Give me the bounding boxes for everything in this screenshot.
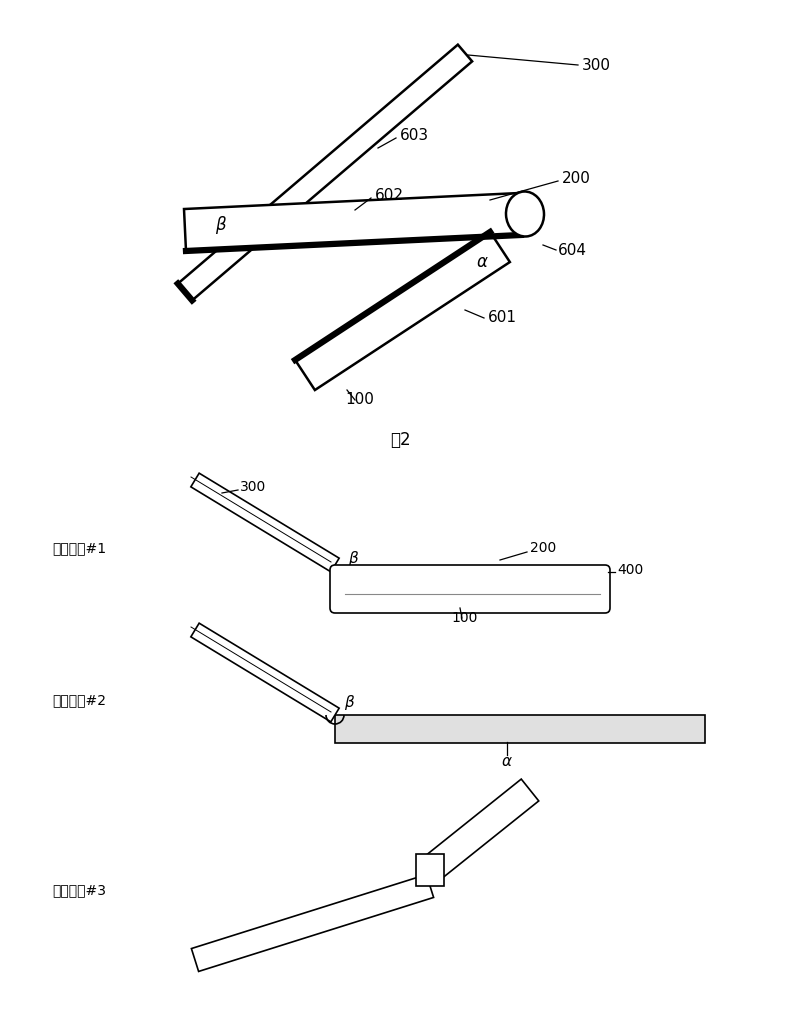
Polygon shape (191, 874, 434, 971)
Text: 603: 603 (400, 128, 429, 143)
Bar (416, 854, 444, 886)
Text: α: α (502, 754, 512, 770)
Text: 200: 200 (562, 170, 591, 186)
Text: 300: 300 (582, 58, 611, 72)
Text: β: β (344, 696, 354, 711)
FancyBboxPatch shape (330, 565, 610, 613)
Text: 300: 300 (240, 480, 266, 494)
Text: 支架状态#1: 支架状态#1 (52, 541, 106, 555)
Text: β: β (348, 551, 358, 566)
Polygon shape (422, 779, 538, 881)
Text: 604: 604 (558, 242, 587, 258)
Text: 601: 601 (488, 310, 517, 325)
Polygon shape (295, 232, 510, 390)
Ellipse shape (506, 192, 544, 236)
Text: 100: 100 (452, 611, 478, 625)
Text: 400: 400 (617, 563, 643, 577)
Text: α: α (477, 254, 488, 271)
Text: 图2: 图2 (390, 431, 410, 449)
Polygon shape (191, 474, 339, 572)
Polygon shape (178, 45, 472, 300)
Polygon shape (191, 624, 339, 722)
Polygon shape (184, 193, 521, 251)
Text: β: β (215, 216, 226, 234)
Text: 200: 200 (530, 541, 556, 555)
Bar (335, 715, 705, 743)
Text: 支架状态#3: 支架状态#3 (52, 883, 106, 897)
Text: 602: 602 (375, 188, 404, 203)
Text: 100: 100 (346, 392, 374, 408)
Text: 支架状态#2: 支架状态#2 (52, 693, 106, 707)
